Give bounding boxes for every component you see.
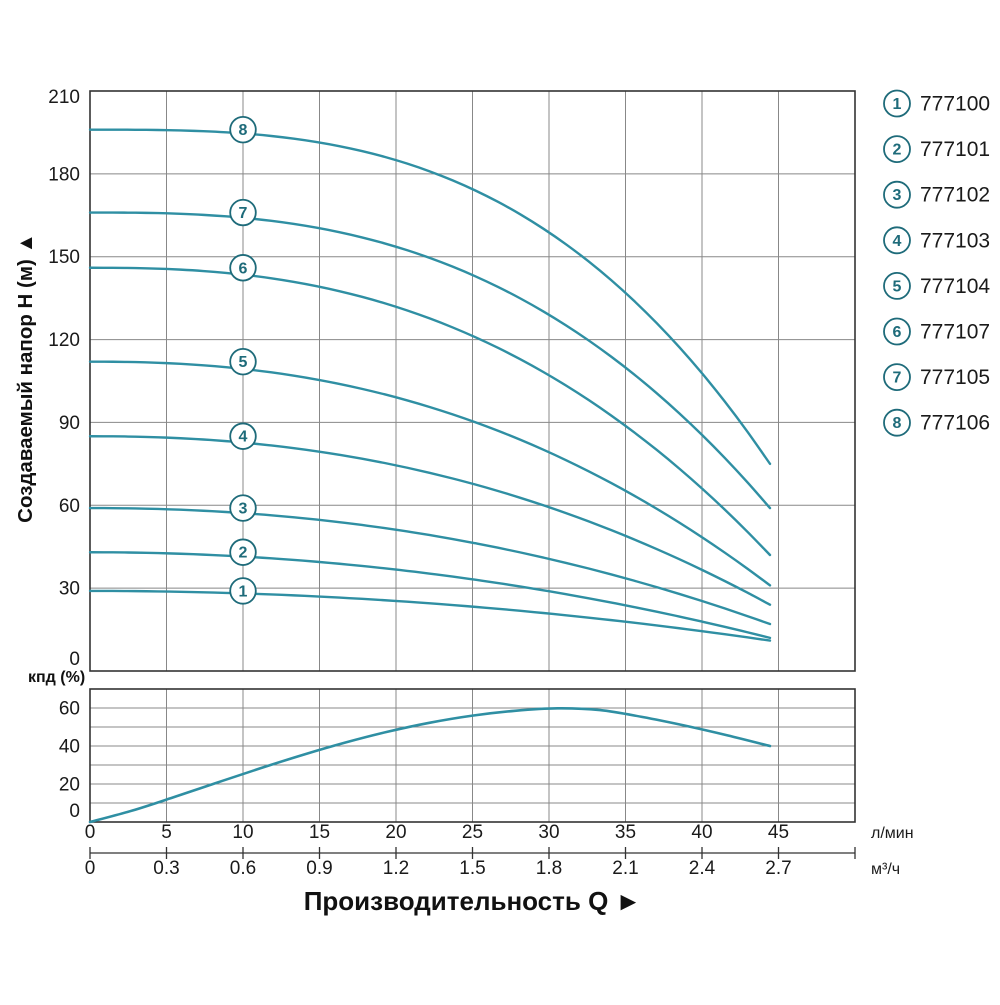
svg-text:777107: 777107 <box>920 321 990 344</box>
svg-text:5: 5 <box>239 354 248 371</box>
svg-text:0: 0 <box>85 858 96 879</box>
svg-text:25: 25 <box>462 822 483 843</box>
svg-text:кпд (%): кпд (%) <box>28 669 85 686</box>
svg-text:2: 2 <box>239 545 248 562</box>
svg-text:0: 0 <box>69 649 80 670</box>
svg-text:1.2: 1.2 <box>383 858 409 879</box>
svg-text:4: 4 <box>893 233 902 250</box>
svg-text:777105: 777105 <box>920 366 990 389</box>
svg-text:2.4: 2.4 <box>689 858 716 879</box>
svg-text:20: 20 <box>385 822 406 843</box>
svg-text:120: 120 <box>48 330 80 351</box>
svg-text:5: 5 <box>161 822 172 843</box>
svg-text:90: 90 <box>59 413 80 434</box>
svg-text:7: 7 <box>239 205 248 222</box>
svg-text:7: 7 <box>893 370 902 387</box>
svg-text:6: 6 <box>239 260 248 277</box>
svg-text:777100: 777100 <box>920 93 990 116</box>
svg-text:30: 30 <box>59 579 80 600</box>
svg-text:60: 60 <box>59 496 80 517</box>
svg-text:150: 150 <box>48 247 80 268</box>
svg-text:Производительность Q ►: Производительность Q ► <box>304 886 642 916</box>
svg-text:л/мин: л/мин <box>871 825 914 842</box>
svg-text:5: 5 <box>893 278 902 295</box>
svg-text:40: 40 <box>691 822 712 843</box>
svg-text:м³/ч: м³/ч <box>871 861 900 878</box>
svg-text:1.8: 1.8 <box>536 858 562 879</box>
svg-text:1: 1 <box>239 583 248 600</box>
svg-text:6: 6 <box>893 324 902 341</box>
svg-text:0: 0 <box>69 801 80 822</box>
svg-text:777103: 777103 <box>920 229 990 252</box>
svg-text:777104: 777104 <box>920 275 990 298</box>
svg-text:30: 30 <box>538 822 559 843</box>
svg-text:35: 35 <box>615 822 636 843</box>
svg-text:10: 10 <box>232 822 253 843</box>
svg-text:1.5: 1.5 <box>459 858 485 879</box>
svg-text:210: 210 <box>48 87 80 108</box>
svg-text:40: 40 <box>59 737 80 758</box>
svg-text:0.3: 0.3 <box>153 858 179 879</box>
svg-text:777102: 777102 <box>920 184 990 207</box>
svg-text:2: 2 <box>893 142 902 159</box>
svg-text:2.1: 2.1 <box>612 858 638 879</box>
svg-text:20: 20 <box>59 775 80 796</box>
svg-text:180: 180 <box>48 164 80 185</box>
svg-text:2.7: 2.7 <box>765 858 791 879</box>
svg-text:45: 45 <box>768 822 789 843</box>
svg-text:4: 4 <box>239 429 248 446</box>
svg-text:3: 3 <box>893 187 902 204</box>
svg-text:Создаваемый напор Н (м) ▲: Создаваемый напор Н (м) ▲ <box>14 233 37 523</box>
svg-text:0: 0 <box>85 822 96 843</box>
svg-text:8: 8 <box>893 415 902 432</box>
svg-text:8: 8 <box>239 122 248 139</box>
svg-text:0.6: 0.6 <box>230 858 256 879</box>
svg-text:3: 3 <box>239 501 248 518</box>
svg-text:60: 60 <box>59 699 80 720</box>
svg-text:777106: 777106 <box>920 412 990 435</box>
svg-text:0.9: 0.9 <box>306 858 332 879</box>
svg-text:1: 1 <box>893 96 902 113</box>
svg-text:777101: 777101 <box>920 138 990 161</box>
svg-text:15: 15 <box>309 822 330 843</box>
